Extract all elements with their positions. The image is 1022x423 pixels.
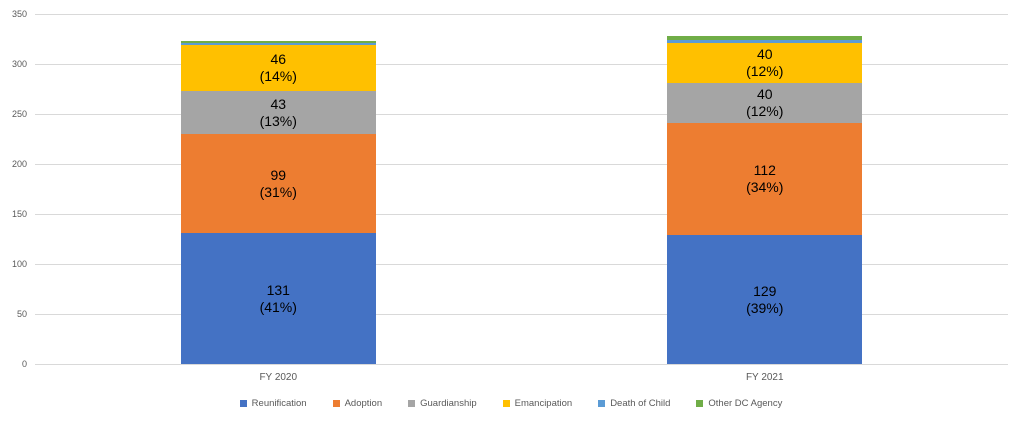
legend-label: Guardianship xyxy=(420,398,477,409)
bar-segment-fy-2020-reunification: 131 (41%) xyxy=(180,233,376,364)
data-label: 43 (13%) xyxy=(259,95,297,129)
bar-segment-fy-2020-other-dc-agency xyxy=(180,41,376,43)
legend-label: Adoption xyxy=(344,398,383,409)
y-axis-tick-label: 250 xyxy=(11,109,27,119)
legend-label: Emancipation xyxy=(514,398,573,409)
legend-swatch-icon xyxy=(332,400,340,407)
x-axis-category-label: FY 2020 xyxy=(259,372,298,383)
legend-swatch-icon xyxy=(408,400,416,407)
bar-segment-fy-2021-emancipation: 40 (12%) xyxy=(667,43,863,83)
bar-segment-fy-2021-guardianship: 40 (12%) xyxy=(667,83,863,123)
gridline-y-200 xyxy=(35,164,1008,165)
x-axis-category-label: FY 2021 xyxy=(745,372,784,383)
legend-item-other-dc-agency: Other DC Agency xyxy=(696,398,782,409)
data-label: 46 (14%) xyxy=(259,51,297,84)
legend-label: Other DC Agency xyxy=(708,398,783,409)
legend-item-adoption: Adoption xyxy=(332,398,383,409)
legend-swatch-icon xyxy=(598,400,606,407)
y-axis-tick-label: 300 xyxy=(11,59,27,69)
chart-legend: Reunification Adoption Guardianship Emancip… xyxy=(0,398,1022,409)
legend-label: Death of Child xyxy=(610,398,671,409)
gridline-y-250 xyxy=(35,114,1008,115)
legend-swatch-icon xyxy=(239,400,247,407)
legend-item-death-of-child: Death of Child xyxy=(598,398,670,409)
y-axis-tick-label: 350 xyxy=(11,9,27,19)
bar-segment-fy-2020-emancipation: 46 (14%) xyxy=(180,45,376,91)
bar-segment-fy-2021-reunification: 129 (39%) xyxy=(667,235,863,364)
legend-item-reunification: Reunification xyxy=(239,398,307,409)
y-axis-tick-label: 0 xyxy=(21,359,27,369)
y-axis-tick-label: 150 xyxy=(11,209,27,219)
data-label: 40 (12%) xyxy=(746,86,784,119)
data-label: 131 (41%) xyxy=(259,281,297,315)
gridline-y-300 xyxy=(35,64,1008,65)
bar-segment-fy-2020-guardianship: 43 (13%) xyxy=(180,91,376,134)
bar-segment-fy-2020-adoption: 99 (31%) xyxy=(180,134,376,233)
legend-swatch-icon xyxy=(696,400,704,407)
legend-swatch-icon xyxy=(502,400,510,407)
bar-segment-fy-2021-adoption: 112 (34%) xyxy=(667,123,863,235)
y-axis-tick-label: 100 xyxy=(11,259,27,269)
y-axis-tick-label: 50 xyxy=(16,309,27,319)
bar-segment-fy-2020-death-of-child xyxy=(180,43,376,45)
legend-label: Reunification xyxy=(251,398,307,409)
legend-item-emancipation: Emancipation xyxy=(502,398,573,409)
gridline-y-0 xyxy=(35,364,1008,365)
bar-segment-fy-2021-death-of-child xyxy=(667,40,863,43)
gridline-y-100 xyxy=(35,264,1008,265)
y-axis-tick-label: 200 xyxy=(11,159,27,169)
bar-segment-fy-2021-other-dc-agency xyxy=(667,36,863,40)
gridline-y-50 xyxy=(35,314,1008,315)
gridline-y-150 xyxy=(35,214,1008,215)
data-label: 129 (39%) xyxy=(746,282,784,316)
legend-item-guardianship: Guardianship xyxy=(408,398,477,409)
data-label: 112 (34%) xyxy=(746,162,784,195)
gridline-y-350 xyxy=(35,14,1008,15)
data-label: 40 (12%) xyxy=(746,46,784,79)
data-label: 99 (31%) xyxy=(259,166,297,200)
